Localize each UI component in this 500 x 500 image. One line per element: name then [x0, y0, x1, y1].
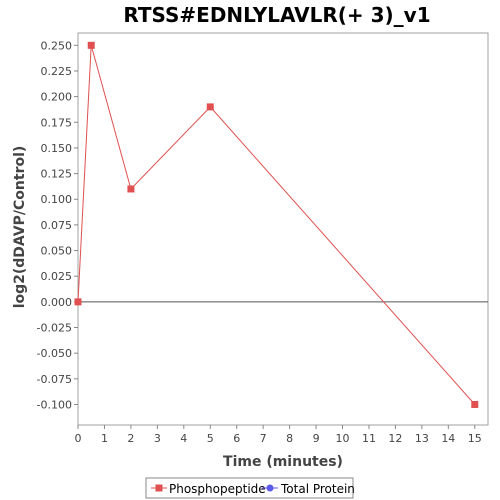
x-tick-label: 13 [415, 432, 429, 445]
legend-phosphopeptide-label: Phosphopeptide [169, 482, 266, 496]
data-point-phosphopeptide [206, 103, 214, 111]
x-tick-label: 3 [154, 432, 161, 445]
x-tick-label: 2 [127, 432, 134, 445]
legend-total-protein-marker [266, 484, 274, 492]
y-tick-label: 0.050 [41, 245, 73, 258]
x-tick-label: 12 [388, 432, 402, 445]
x-tick-label: 0 [75, 432, 82, 445]
y-tick-label: 0.075 [41, 219, 73, 232]
legend-total-protein-label: Total Protein [280, 482, 355, 496]
x-tick-label: 15 [468, 432, 482, 445]
y-tick-label: -0.025 [37, 322, 72, 335]
axes: -0.100 -0.075 -0.050 -0.025 0.000 0.025 0.050 0… [37, 32, 489, 445]
y-tick-label: 0.150 [41, 142, 73, 155]
y-tick-label: 0.100 [41, 193, 73, 206]
x-tick-label: 14 [441, 432, 455, 445]
plot-data [74, 41, 479, 408]
x-tick-label: 1 [101, 432, 108, 445]
x-tick-label: 5 [207, 432, 214, 445]
y-tick-label: 0.175 [41, 116, 73, 129]
plot-area [77, 32, 489, 426]
data-point-phosphopeptide [471, 400, 479, 408]
x-tick-label: 6 [233, 432, 240, 445]
x-tick-label: 8 [286, 432, 293, 445]
y-tick-label: -0.100 [37, 398, 72, 411]
y-tick-label: 0.250 [41, 39, 73, 52]
chart-title: RTSS#EDNLYLAVLR(+ 3)_v1 [123, 3, 430, 27]
y-tick-label: 0.200 [41, 91, 73, 104]
y-axis-label: log2(dDAVP/Control) [12, 146, 28, 309]
x-tick-label: 4 [180, 432, 187, 445]
data-point-phosphopeptide [127, 185, 135, 193]
y-tick-label: -0.075 [37, 373, 72, 386]
legend-phosphopeptide-marker [155, 484, 163, 492]
data-point-phosphopeptide [87, 41, 95, 49]
y-tick-label: -0.050 [37, 347, 72, 360]
x-tick-label: 10 [336, 432, 350, 445]
y-tick-label: 0.125 [41, 168, 73, 181]
legend-box [145, 477, 354, 499]
y-tick-label: 0.000 [41, 296, 73, 309]
y-tick-label: 0.225 [41, 65, 73, 78]
data-point-phosphopeptide [74, 298, 82, 306]
y-tick-label: 0.025 [41, 270, 73, 283]
x-axis-label: Time (minutes) [223, 454, 343, 470]
x-tick-label: 9 [313, 432, 320, 445]
x-tick-label: 11 [362, 432, 376, 445]
x-tick-label: 7 [260, 432, 267, 445]
legend: Phosphopeptide Total Protein [145, 477, 355, 499]
